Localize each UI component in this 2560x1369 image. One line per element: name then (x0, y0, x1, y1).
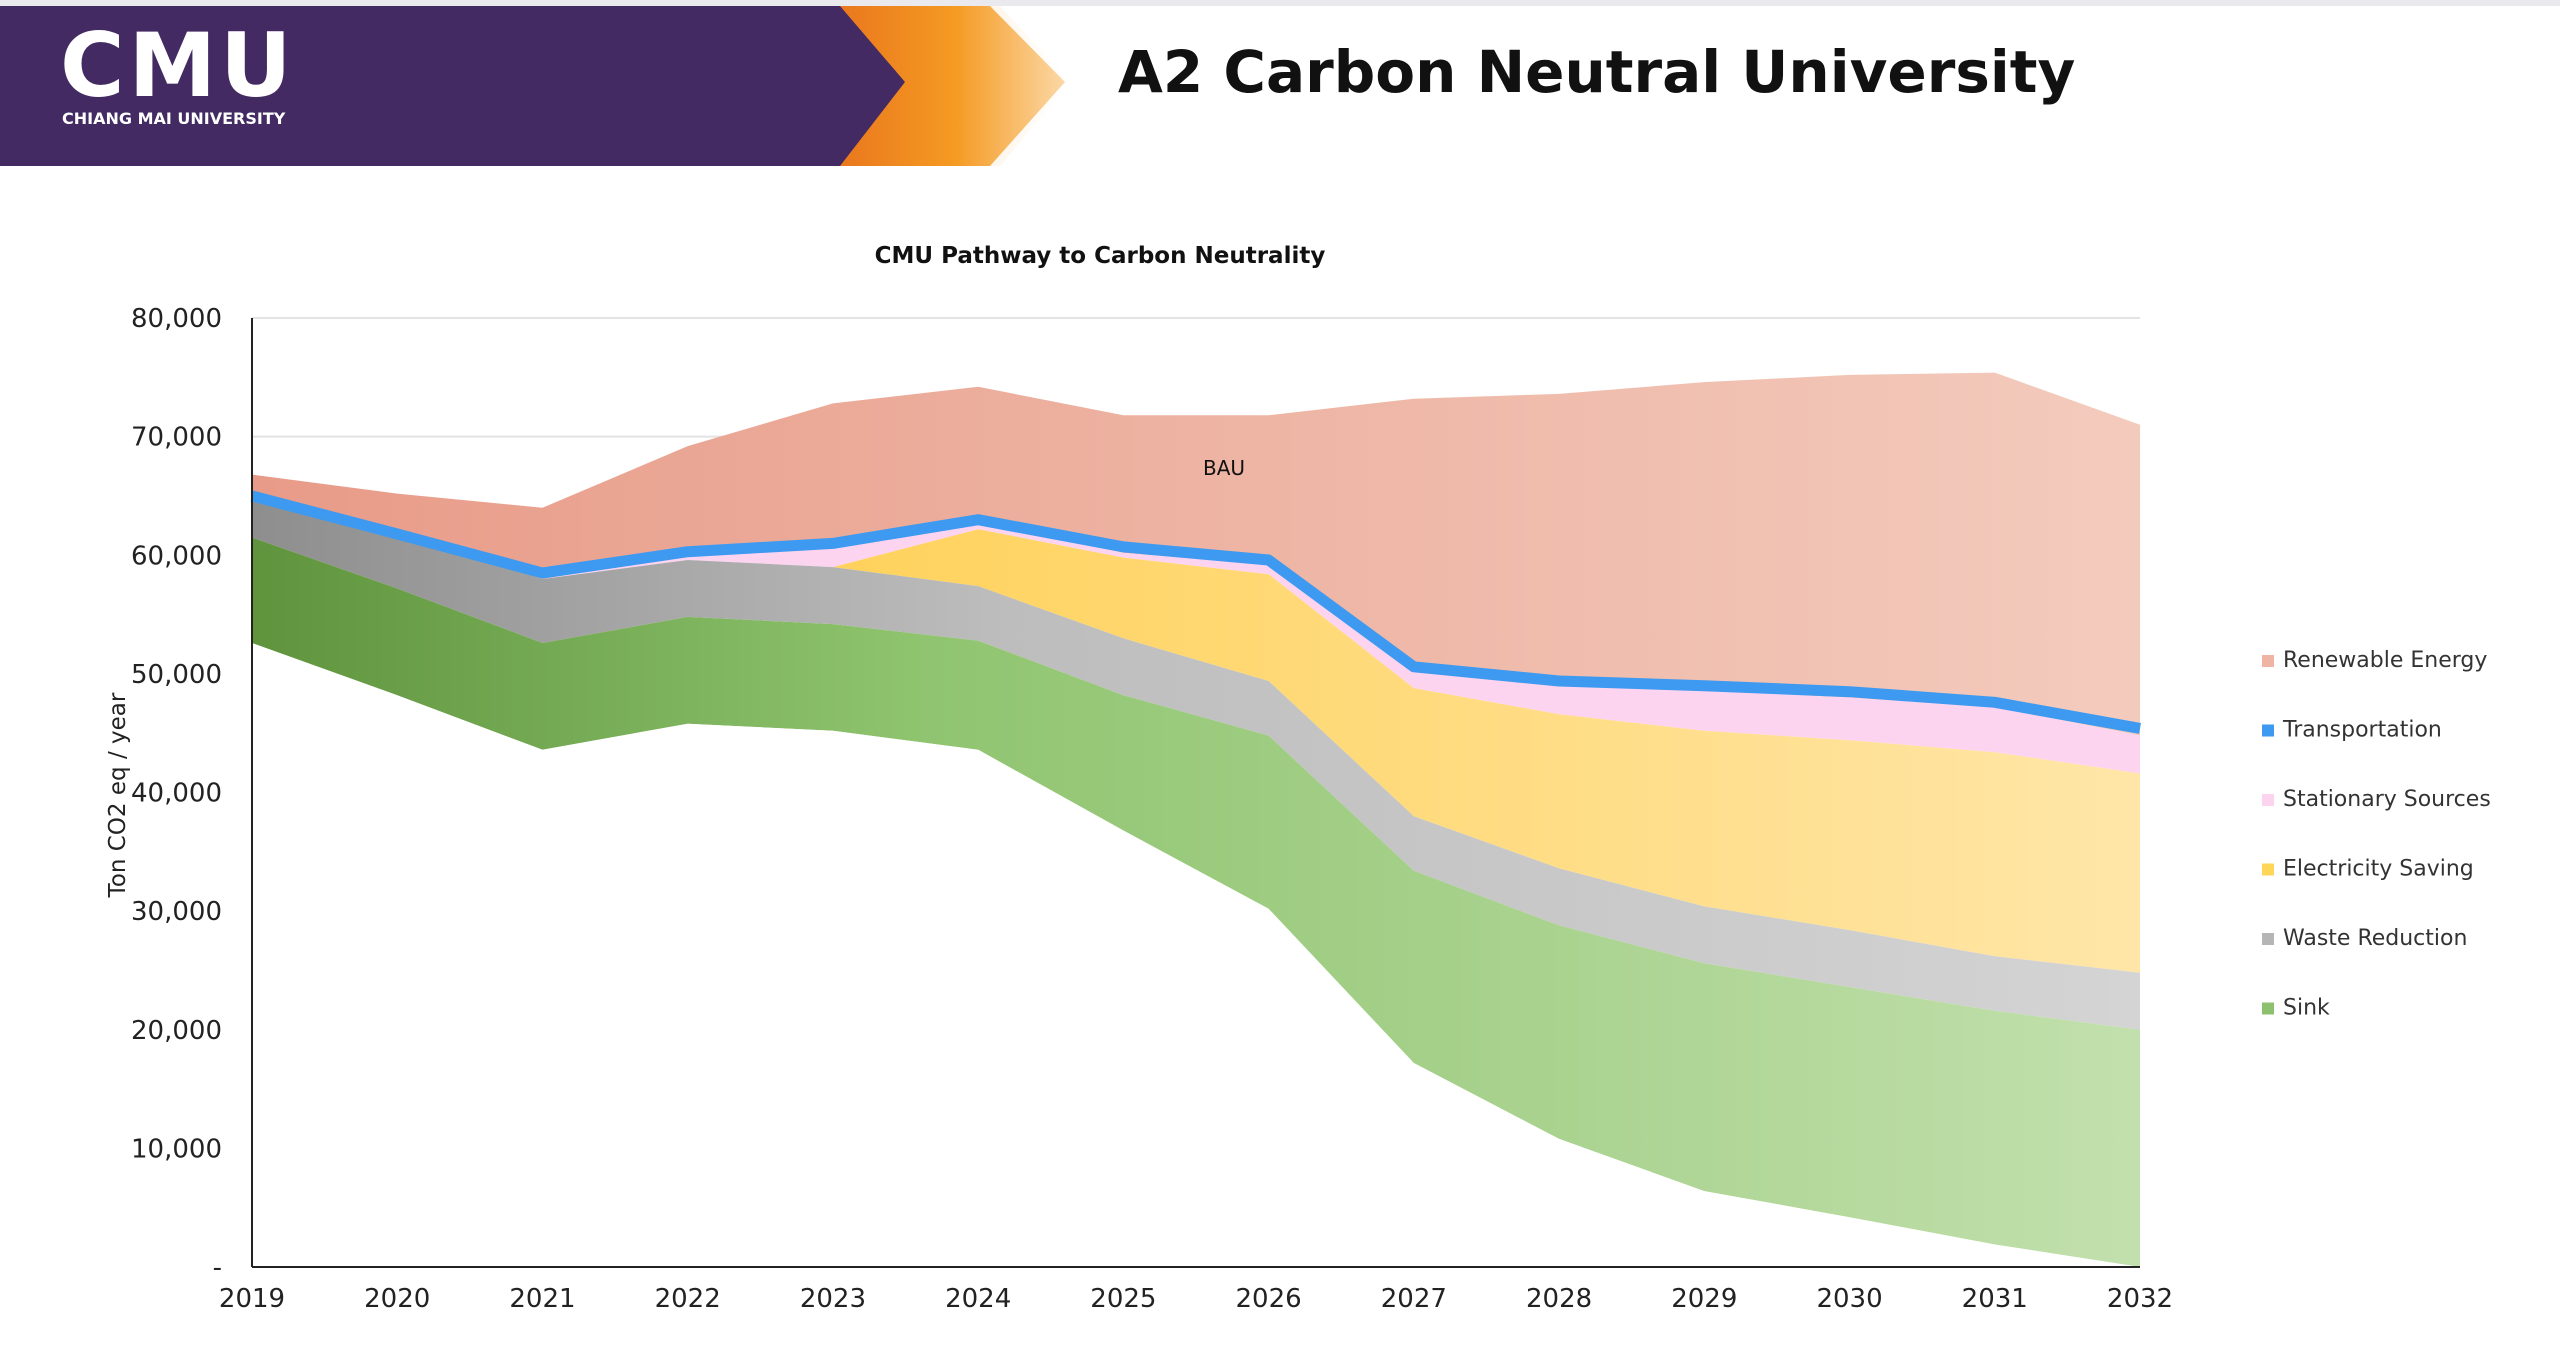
legend-label: Stationary Sources (2283, 787, 2491, 812)
y-axis-label: Ton CO2 eq / year (105, 692, 131, 898)
series-lines (250, 490, 2141, 734)
top-strip (0, 0, 2560, 6)
x-tick-label: 2024 (945, 1284, 1011, 1314)
band-sink (252, 537, 2140, 1267)
bau-annotation: BAU (1203, 456, 1245, 480)
legend-label: Transportation (2282, 718, 2442, 743)
y-tick-label: 10,000 (131, 1134, 222, 1164)
x-tick-label: 2025 (1090, 1284, 1156, 1314)
y-tick-label: 40,000 (131, 779, 222, 809)
y-tick-label: 30,000 (131, 897, 222, 927)
y-tick-label: - (213, 1253, 222, 1283)
band-stationary-sources (252, 495, 2140, 774)
legend-label: Electricity Saving (2283, 857, 2474, 882)
banner-orange-chevron (820, 6, 1065, 166)
x-tick-label: 2021 (509, 1284, 575, 1314)
x-tick-labels: 2019 2020 2021 2022 2023 2024 2025 2026 2027 2028… (219, 1284, 2173, 1314)
x-tick-label: 2031 (1962, 1284, 2028, 1314)
banner-purple-block (0, 6, 905, 166)
x-tick-label: 2022 (655, 1284, 721, 1314)
legend-label: Sink (2283, 996, 2330, 1021)
legend-swatch (2262, 863, 2274, 876)
y-tick-label: 50,000 (131, 660, 222, 690)
legend-label: Waste Reduction (2283, 926, 2467, 951)
y-tick-labels: - 10,000 20,000 30,000 40,000 50,000 60,000 70,… (131, 304, 222, 1283)
x-tick-label: 2027 (1381, 1284, 1447, 1314)
logo-text: CMU (60, 14, 296, 117)
stacked-bands (252, 372, 2140, 1267)
x-tick-label: 2029 (1671, 1284, 1737, 1314)
x-tick-label: 2019 (219, 1284, 285, 1314)
logo-subtitle: CHIANG MAI UNIVERSITY (62, 109, 286, 128)
x-tick-label: 2026 (1236, 1284, 1302, 1314)
x-tick-label: 2023 (800, 1284, 866, 1314)
page-title: A2 Carbon Neutral University (1118, 38, 2075, 106)
x-tick-label: 2020 (364, 1284, 430, 1314)
band-electricity-saving (252, 495, 2140, 973)
x-tick-label: 2030 (1816, 1284, 1882, 1314)
legend: Renewable Energy Transportation Stationary… (2262, 648, 2491, 1021)
legend-swatch (2262, 1002, 2274, 1015)
legend-swatch (2262, 933, 2274, 945)
band-white (252, 643, 2140, 1267)
axes (251, 318, 2140, 1268)
x-tick-label: 2032 (2107, 1284, 2173, 1314)
y-tick-label: 60,000 (131, 541, 222, 571)
header-banner: CMU CHIANG MAI UNIVERSITY A2 Carbon Neut… (0, 0, 2560, 166)
y-tick-label: 70,000 (131, 423, 222, 453)
legend-swatch (2262, 724, 2274, 737)
y-tick-label: 20,000 (131, 1016, 222, 1046)
legend-swatch (2262, 794, 2274, 806)
legend-swatch (2262, 655, 2274, 667)
line-transportation (250, 490, 2141, 734)
y-tick-label: 80,000 (131, 304, 222, 334)
legend-label: Renewable Energy (2283, 648, 2487, 673)
chart-title: CMU Pathway to Carbon Neutrality (875, 243, 1326, 269)
x-tick-label: 2028 (1526, 1284, 1592, 1314)
